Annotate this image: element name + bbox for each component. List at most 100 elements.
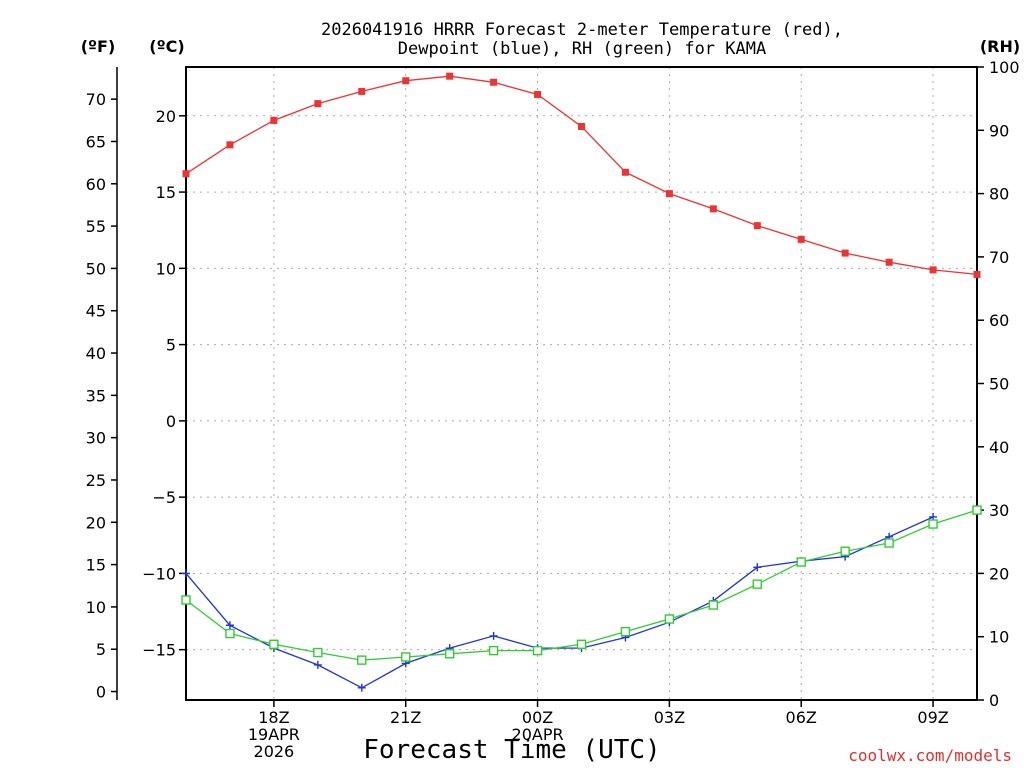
celsius-tick-label: −10 <box>142 564 176 583</box>
series-rh <box>181 505 982 665</box>
temperature-point <box>270 116 278 124</box>
axes-layer: 20151050−5−10−15706560555045403530252015… <box>86 58 1020 761</box>
rh-point <box>532 645 543 656</box>
fahrenheit-tick-label: 50 <box>86 259 106 278</box>
celsius-tick-label: 10 <box>156 259 176 278</box>
celsius-tick-label: 15 <box>156 183 176 202</box>
rh-tick-label: 90 <box>989 121 1009 140</box>
temperature-point <box>402 77 410 85</box>
temperature-point <box>973 270 981 278</box>
rh-point <box>225 628 235 639</box>
dewpoint-point <box>489 631 498 640</box>
dewpoint-point <box>182 569 190 578</box>
dewpoint-point <box>753 563 762 572</box>
rh-line <box>185 509 978 661</box>
celsius-tick-label: −15 <box>142 641 176 660</box>
rh-tick-label: 100 <box>989 58 1020 77</box>
rh-tick-label: 40 <box>989 438 1009 457</box>
rh-point <box>181 595 191 605</box>
chart-title-line-2: Dewpoint (blue), RH (green) for KAMA <box>398 39 766 59</box>
rh-point <box>488 645 499 656</box>
celsius-unit-label: (ºC) <box>149 37 184 56</box>
series-layer <box>181 72 982 692</box>
x-tick-label: 03Z <box>654 708 685 727</box>
temperature-point <box>665 190 673 198</box>
fahrenheit-tick-label: 65 <box>86 132 106 151</box>
temperature-point <box>226 141 234 149</box>
temperature-point <box>797 235 805 243</box>
fahrenheit-tick-label: 10 <box>86 598 106 617</box>
dewpoint-point <box>357 683 366 692</box>
temperature-point <box>841 249 849 257</box>
rh-tick-label: 80 <box>989 185 1009 204</box>
rh-unit-label: (RH) <box>980 37 1020 56</box>
x-axis-label: Forecast Time (UTC) <box>363 735 660 765</box>
x-tick-label: 06Z <box>786 708 817 727</box>
plot-frame <box>185 66 978 701</box>
temperature-point <box>578 122 585 130</box>
text-layer: 2026041916 HRRR Forecast 2-meter Tempera… <box>81 20 1020 765</box>
x-tick-label: 20APR <box>512 725 564 744</box>
rh-tick-label: 70 <box>989 248 1009 267</box>
fahrenheit-tick-label: 15 <box>86 556 106 575</box>
fahrenheit-tick-label: 30 <box>86 429 106 448</box>
chart-title-line-1: 2026041916 HRRR Forecast 2-meter Tempera… <box>321 20 843 40</box>
rh-point <box>708 600 719 610</box>
rh-point <box>840 546 850 556</box>
dewpoint-point <box>225 621 234 630</box>
fahrenheit-tick-label: 45 <box>86 302 106 321</box>
temperature-point <box>534 90 542 98</box>
fahrenheit-unit-label: (ºF) <box>81 37 116 56</box>
x-tick-label: 21Z <box>390 708 421 727</box>
rh-point <box>269 639 279 649</box>
series-dewpoint <box>182 512 938 692</box>
fahrenheit-tick-label: 70 <box>86 90 106 109</box>
series-temperature <box>182 72 981 278</box>
temperature-point <box>929 266 937 274</box>
rh-point <box>313 647 323 658</box>
x-tick-label: 00Z <box>522 708 553 727</box>
x-tick-label: 2026 <box>254 742 295 761</box>
rh-point <box>796 557 806 567</box>
fahrenheit-tick-label: 5 <box>96 640 106 659</box>
fahrenheit-tick-label: 35 <box>86 386 106 405</box>
dewpoint-line <box>185 516 934 689</box>
rh-tick-label: 30 <box>989 501 1009 520</box>
rh-point <box>884 538 894 548</box>
temperature-point <box>885 258 893 266</box>
fahrenheit-tick-label: 0 <box>96 683 106 702</box>
celsius-tick-label: 0 <box>166 412 176 431</box>
rh-point <box>357 655 367 665</box>
rh-tick-label: 0 <box>989 691 999 710</box>
fahrenheit-tick-label: 55 <box>86 217 106 236</box>
rh-point <box>444 649 455 659</box>
temperature-point <box>446 72 454 80</box>
dewpoint-point <box>313 660 322 669</box>
fahrenheit-tick-label: 40 <box>86 344 106 363</box>
rh-tick-label: 60 <box>989 311 1009 330</box>
rh-point <box>401 652 411 662</box>
x-tick-label: 19APR <box>248 725 300 744</box>
watermark: coolwx.com/models <box>848 746 1012 765</box>
fahrenheit-tick-label: 60 <box>86 175 106 194</box>
temperature-point <box>490 78 498 86</box>
rh-point <box>664 614 675 624</box>
temperature-line <box>185 75 978 276</box>
rh-point <box>576 639 587 649</box>
temperature-point <box>358 87 366 95</box>
temperature-point <box>753 222 761 230</box>
celsius-tick-label: −5 <box>152 488 176 507</box>
temperature-point <box>709 205 717 213</box>
rh-tick-label: 10 <box>989 628 1009 647</box>
rh-point <box>752 579 762 589</box>
rh-point <box>928 519 938 529</box>
grid-layer <box>186 67 977 700</box>
rh-point <box>972 505 982 515</box>
temperature-point <box>621 168 629 176</box>
x-tick-label: 09Z <box>917 708 948 727</box>
fahrenheit-tick-label: 25 <box>86 471 106 490</box>
celsius-tick-label: 20 <box>156 107 176 126</box>
rh-tick-label: 20 <box>989 564 1009 583</box>
temperature-point <box>182 170 190 178</box>
